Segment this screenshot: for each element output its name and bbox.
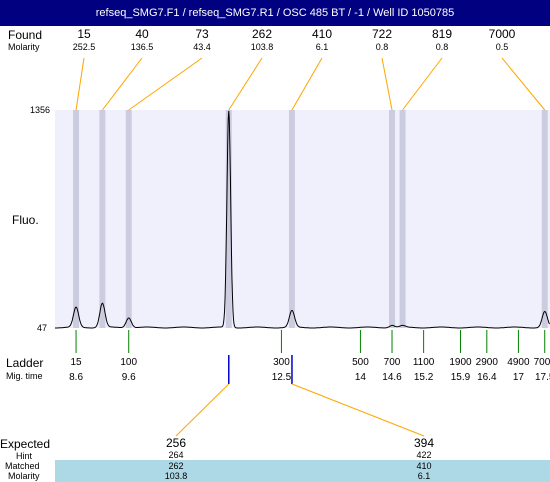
peak-band	[125, 110, 132, 328]
peak-band	[389, 110, 396, 328]
ladder-size-label: 1900	[449, 357, 472, 368]
found-line	[381, 57, 393, 111]
ladder-size-label: 100	[120, 357, 138, 368]
found-line	[101, 57, 143, 111]
expected-line	[291, 383, 425, 437]
ladder-time-label: 14.6	[382, 372, 402, 383]
expected-line	[175, 383, 230, 437]
ladder-ticks	[75, 330, 546, 353]
found-label: Found	[8, 28, 43, 42]
peak-band	[288, 110, 295, 328]
hint-label: Hint	[16, 451, 33, 461]
ladder-size-label: 300	[273, 357, 290, 368]
peak-band	[399, 110, 406, 328]
found-molarity-label: 0.5	[495, 42, 509, 52]
plot-background	[55, 110, 550, 328]
found-line	[402, 57, 443, 111]
ladder-size-label: 2900	[475, 357, 498, 368]
found-line	[75, 57, 85, 111]
ladder-size-label: 7000	[533, 357, 550, 368]
ladder-time-label: 16.4	[477, 372, 497, 383]
y-max-label: 1356	[30, 105, 51, 115]
found-size-label: 410	[311, 27, 333, 41]
expected-label: Expected	[0, 437, 51, 451]
molarity-bottom-label: Molarity	[8, 471, 40, 481]
matched-molarity-label: 6.1	[417, 471, 431, 481]
matched-row-band	[55, 460, 550, 471]
found-size-label: 73	[195, 27, 209, 41]
peak-band	[541, 110, 548, 328]
expected-size-label: 394	[413, 436, 435, 450]
chart-title: refseq_SMG7.F1 / refseq_SMG7.R1 / OSC 48…	[0, 0, 550, 26]
found-molarity-label: 0.8	[375, 42, 389, 52]
ladder-size-label: 1100	[412, 357, 435, 368]
peak-band	[225, 110, 232, 328]
found-size-label: 15	[77, 27, 91, 41]
found-molarity-label: 43.4	[193, 42, 211, 52]
found-line	[128, 57, 203, 111]
found-size-label: 40	[135, 27, 149, 41]
found-line	[228, 57, 263, 111]
ladder-size-label: 500	[352, 357, 369, 368]
found-line	[291, 57, 323, 111]
found-molarity-label: 252.5	[72, 42, 96, 52]
peak-bands	[73, 110, 548, 328]
expected-size-label: 256	[165, 436, 187, 450]
y-min-label: 47	[37, 323, 48, 333]
ladder-size-label: 4900	[507, 357, 530, 368]
peak-band	[73, 110, 80, 328]
hint-value-label: 422	[416, 450, 432, 460]
fluo-axis-label: Fluo.	[12, 213, 39, 227]
mig-time-label: Mig. time	[6, 371, 43, 381]
ladder-time-label: 14	[354, 372, 366, 383]
found-size-label: 722	[371, 27, 393, 41]
ladder-time-label: 17.5	[534, 372, 550, 383]
ladder-time-label: 8.6	[69, 372, 84, 383]
found-molarity-label: 103.8	[250, 42, 274, 52]
ladder-time-label: 15.9	[450, 372, 471, 383]
expected-markers	[228, 355, 293, 384]
found-line	[501, 57, 546, 111]
found-connector-lines	[75, 57, 546, 111]
ladder-time-label: 15.2	[413, 372, 434, 383]
found-size-label: 7000	[488, 27, 516, 41]
matched-value-label: 262	[168, 461, 184, 471]
ladder-size-label: 700	[383, 357, 401, 368]
found-molarity-label: 136.5	[130, 42, 154, 52]
fluorescence-trace	[55, 110, 550, 329]
ladder-label: Ladder	[6, 356, 44, 370]
found-size-label: 819	[431, 27, 453, 41]
ladder-time-label: 9.6	[121, 372, 136, 383]
matched-molarity-label: 103.8	[164, 471, 188, 481]
found-molarity-label: 0.8	[435, 42, 449, 52]
ladder-size-label: 15	[70, 357, 82, 368]
molarity-row-band	[55, 471, 550, 482]
molarity-label: Molarity	[8, 42, 40, 52]
peak-band	[99, 110, 106, 328]
ladder-time-label: 17	[512, 372, 524, 383]
ladder-time-label: 12.5	[271, 372, 292, 383]
expected-connector-lines	[175, 383, 425, 437]
found-size-label: 262	[251, 27, 273, 41]
found-molarity-label: 6.1	[315, 42, 329, 52]
matched-label: Matched	[5, 461, 40, 471]
hint-value-label: 264	[168, 450, 184, 460]
matched-value-label: 410	[416, 461, 432, 471]
